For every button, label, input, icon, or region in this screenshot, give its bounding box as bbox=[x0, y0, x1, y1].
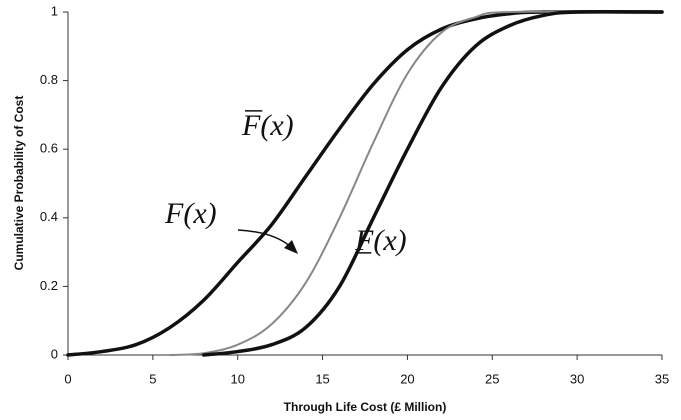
cdf-curve bbox=[168, 10, 663, 356]
curve-label: F(x) bbox=[354, 224, 407, 257]
x-tick-label: 10 bbox=[230, 371, 244, 386]
x-tick-label: 0 bbox=[64, 371, 71, 386]
x-tick-label: 25 bbox=[485, 371, 499, 386]
y-tick-label: 0 bbox=[51, 346, 58, 361]
y-axis-title: Cumulative Probability of Cost bbox=[12, 96, 26, 271]
curve-label: F(x) bbox=[164, 197, 217, 230]
x-tick-label: 20 bbox=[400, 371, 414, 386]
x-tick-label: 35 bbox=[655, 371, 669, 386]
label-arrowhead bbox=[284, 240, 298, 254]
y-tick-label: 0.8 bbox=[40, 72, 58, 87]
y-tick-label: 0.2 bbox=[40, 278, 58, 293]
cdf-curve bbox=[66, 10, 664, 357]
x-tick-label: 5 bbox=[149, 371, 156, 386]
x-tick-label: 15 bbox=[315, 371, 329, 386]
y-tick-label: 0.6 bbox=[40, 141, 58, 156]
y-tick-label: 1 bbox=[51, 3, 58, 18]
y-tick-label: 0.4 bbox=[40, 209, 58, 224]
x-tick-label: 30 bbox=[570, 371, 584, 386]
x-axis-title: Through Life Cost (£ Million) bbox=[284, 400, 447, 414]
curve-label: F(x) bbox=[241, 109, 294, 142]
cdf-curve bbox=[202, 9, 664, 357]
